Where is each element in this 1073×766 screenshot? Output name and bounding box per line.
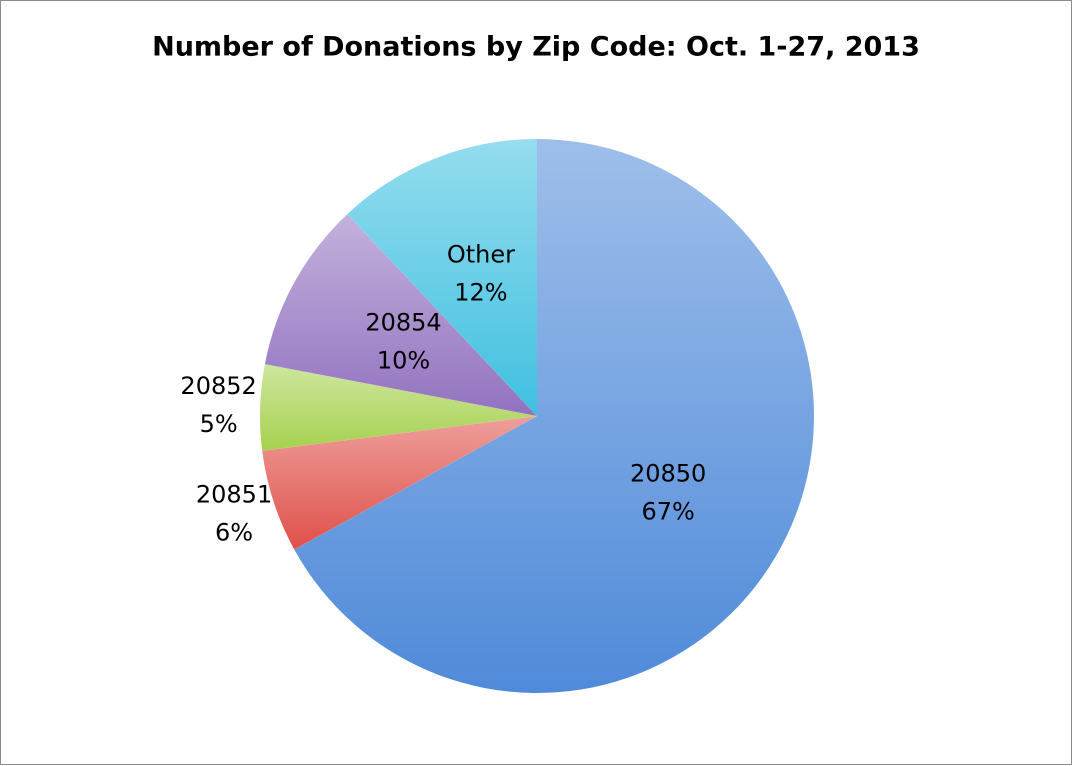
slice-value-label: 10% xyxy=(377,347,430,375)
pie-slice xyxy=(347,139,537,416)
pie-slice xyxy=(260,364,537,451)
slice-value-label: 6% xyxy=(215,518,253,546)
pie-slice xyxy=(262,416,537,550)
pie-slice xyxy=(264,214,537,416)
slice-category-label: 20851 xyxy=(196,480,272,508)
slice-category-label: 20850 xyxy=(630,460,706,488)
slice-value-label: 5% xyxy=(200,410,238,438)
chart-title: Number of Donations by Zip Code: Oct. 1-… xyxy=(152,32,920,63)
slice-category-label: 20854 xyxy=(365,309,441,337)
slice-category-label: 20852 xyxy=(180,372,256,400)
slice-value-label: 12% xyxy=(454,278,507,306)
pie-slice xyxy=(294,139,814,693)
slice-value-label: 67% xyxy=(641,498,694,526)
slice-category-label: Other xyxy=(447,240,515,268)
